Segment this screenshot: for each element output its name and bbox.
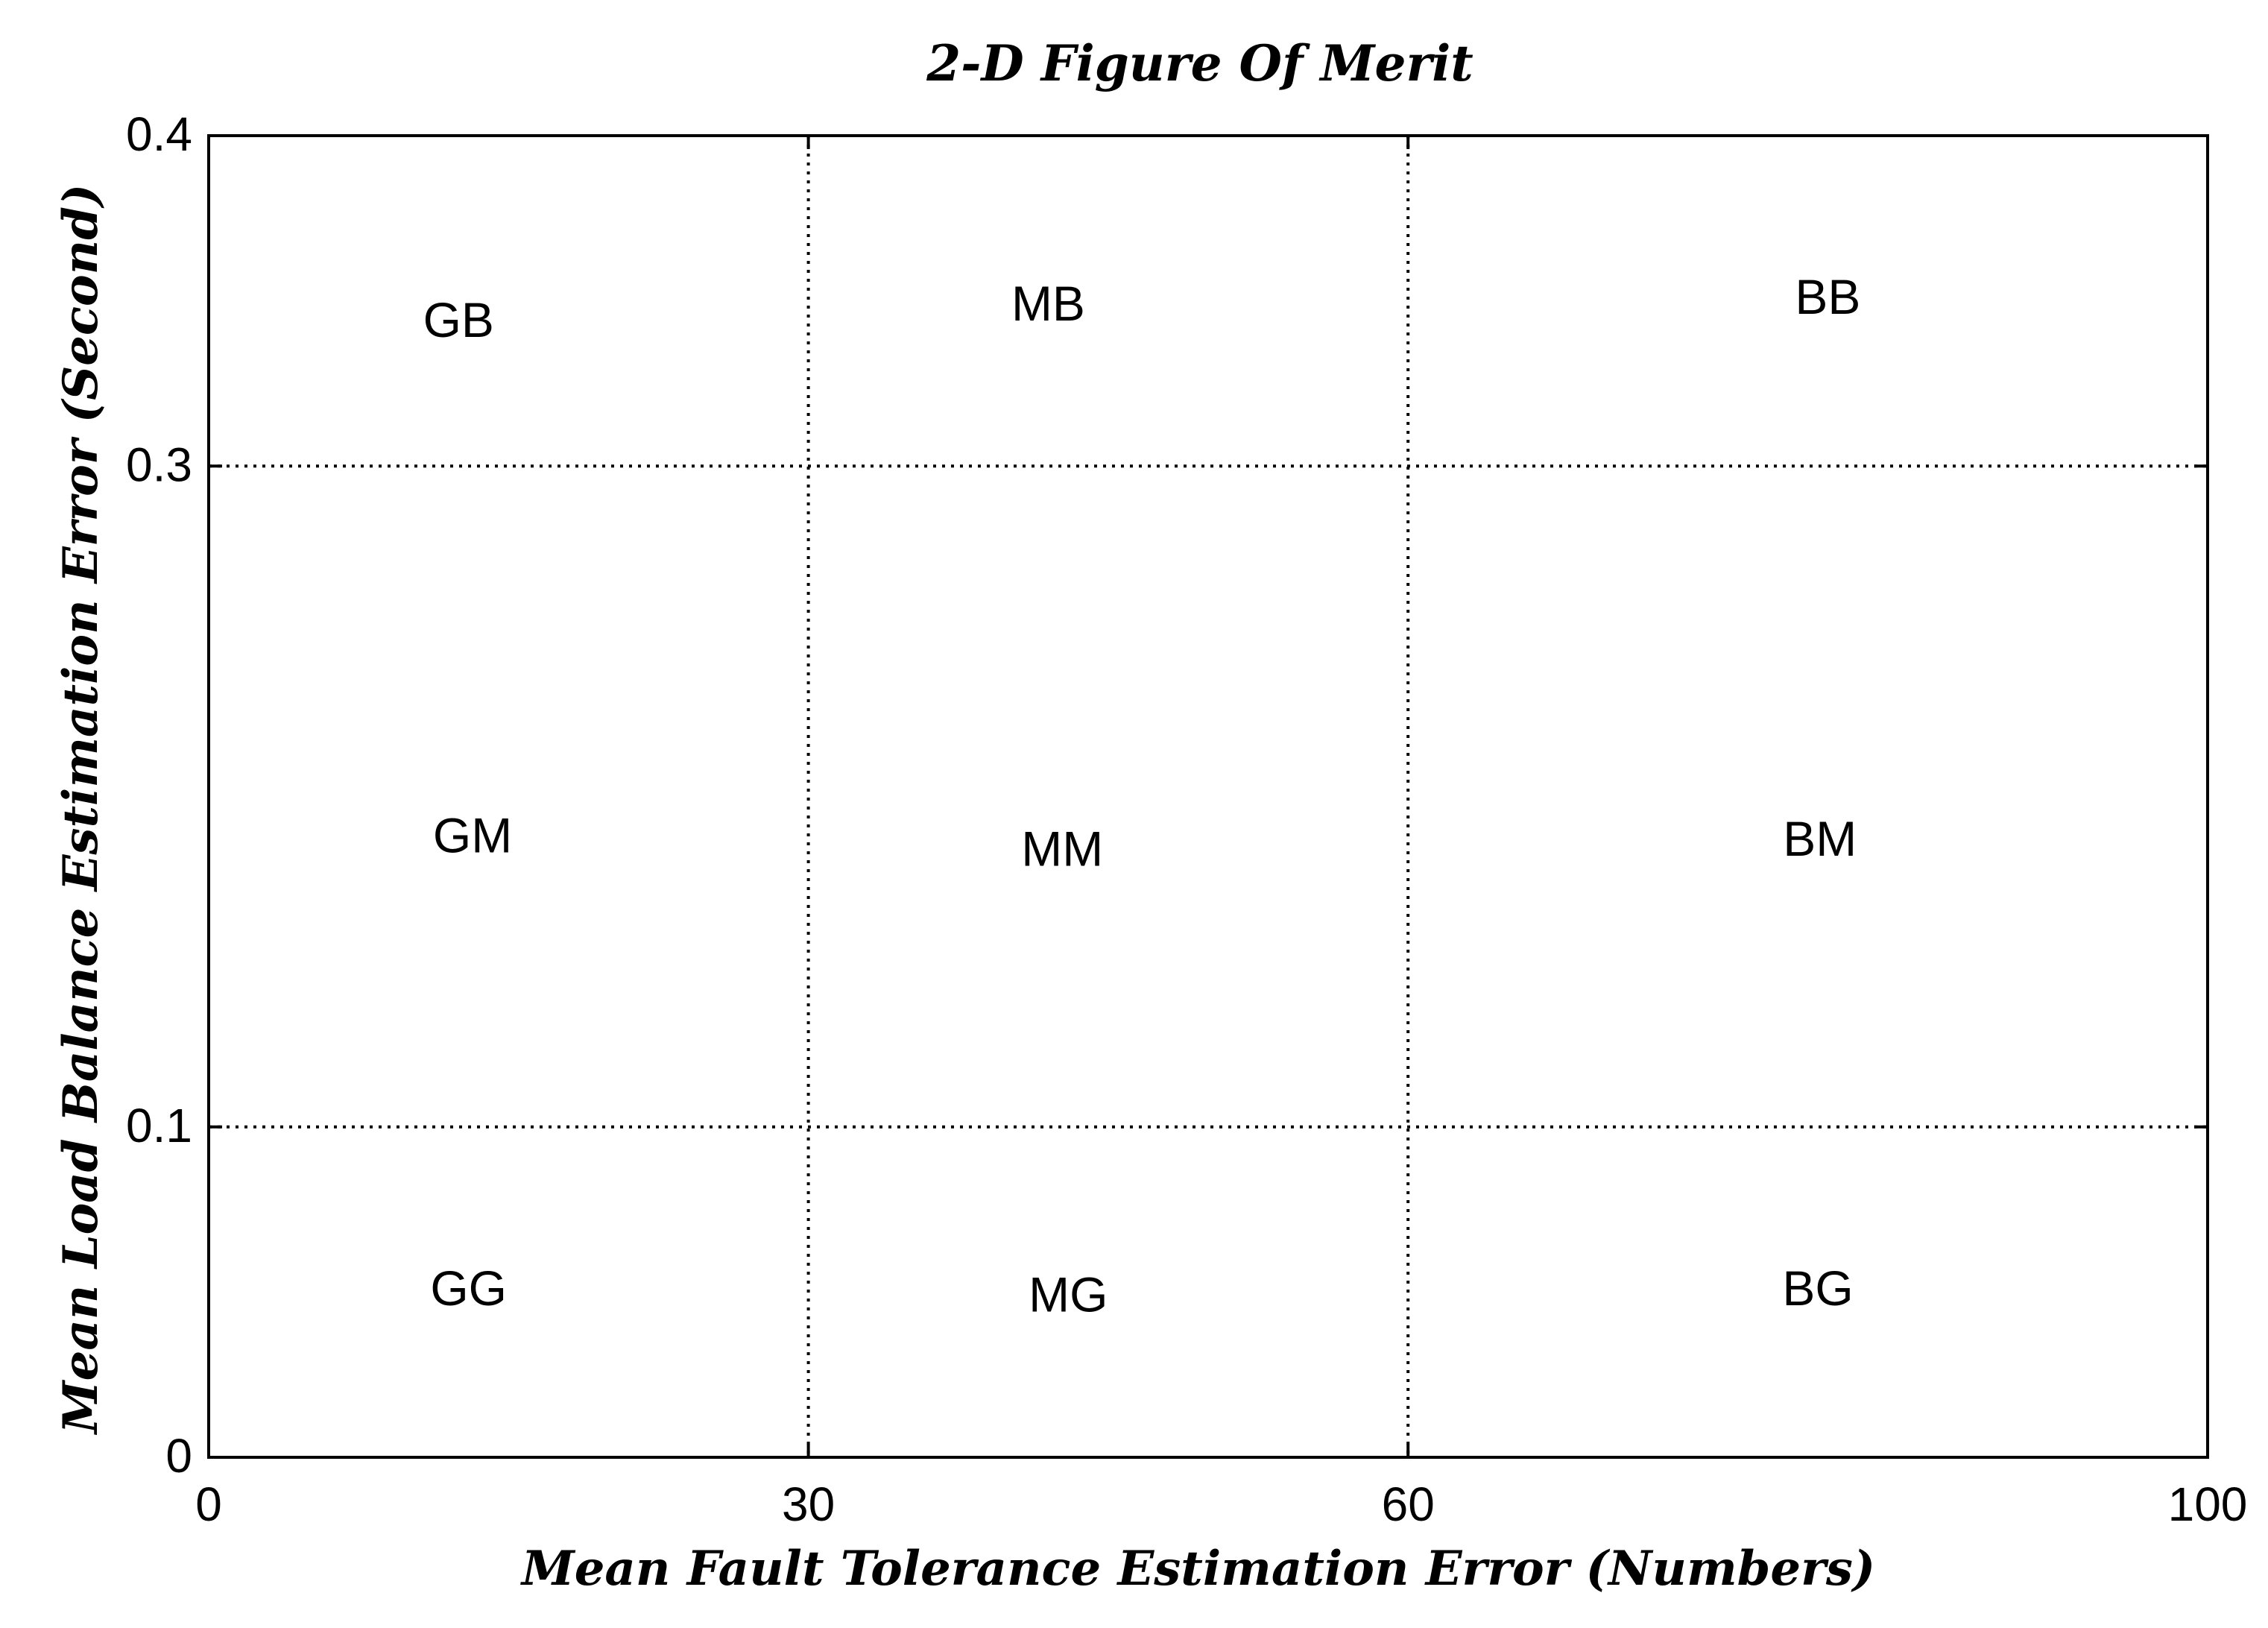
x-tick-label-2: 60 [1382, 1477, 1435, 1531]
ticks-layer: 0 30 60 100 0 0.1 0.3 0.4 [126, 107, 2247, 1531]
grid-layer [209, 136, 2208, 1457]
x-axis-label: Mean Fault Tolerance Estimation Error (N… [520, 1541, 1875, 1597]
region-label-mb: MB [1011, 276, 1085, 331]
y-tick-label-0: 0 [165, 1429, 192, 1483]
plot-frame [207, 134, 2209, 1459]
region-label-bg: BG [1782, 1261, 1853, 1316]
y-tick-label-3: 0.4 [126, 107, 192, 161]
axes-layer [207, 134, 2209, 1459]
region-label-mm: MM [1021, 821, 1103, 876]
x-tick-label-1: 30 [782, 1477, 835, 1531]
annotation-layer: GB MB BB GM MM BM GG MG BG [423, 269, 1861, 1322]
region-label-bb: BB [1795, 269, 1860, 324]
region-label-bm: BM [1783, 811, 1857, 866]
region-label-mg: MG [1029, 1267, 1108, 1322]
y-tick-label-2: 0.3 [126, 438, 192, 491]
region-label-gg: GG [430, 1261, 507, 1316]
y-tick-label-1: 0.1 [126, 1099, 192, 1152]
y-axis-label: Mean Load Balance Estimation Error (Seco… [53, 184, 109, 1435]
x-tick-label-0: 0 [195, 1477, 222, 1531]
region-label-gm: GM [433, 808, 512, 863]
x-tick-label-3: 100 [2168, 1477, 2248, 1531]
region-label-gb: GB [423, 292, 494, 347]
chart-title: 2-D Figure Of Merit [926, 34, 1473, 92]
